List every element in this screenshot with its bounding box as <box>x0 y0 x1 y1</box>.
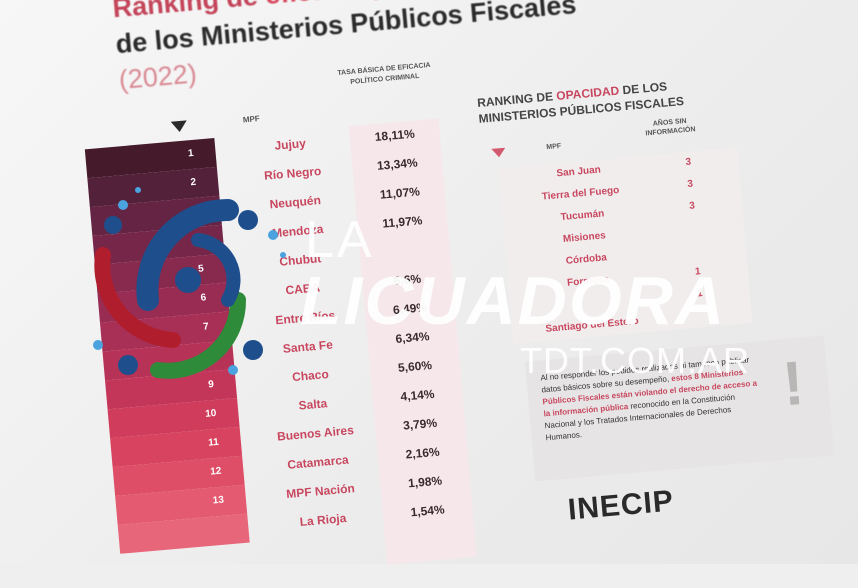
exclamation-icon: ! <box>779 348 807 420</box>
province-name: Jujuy <box>273 136 307 153</box>
province-name: La Rioja <box>299 510 347 530</box>
rank-number: 1 <box>187 147 195 160</box>
efficacy-value: 2,16% <box>405 444 441 462</box>
efficacy-value: 11,07% <box>379 184 421 202</box>
watermark-line1: LA <box>305 211 375 269</box>
photo-background: Ranking de eficacia pol de los Ministeri… <box>0 0 858 565</box>
efficacy-value <box>364 240 444 247</box>
watermark-line2: LICUADORA <box>300 263 726 339</box>
sort-down-arrow-icon <box>170 120 188 133</box>
rank-number: 11 <box>207 436 220 449</box>
province-name: MPF Nación <box>285 481 356 502</box>
years-without-info-value: 3 <box>688 200 696 212</box>
efficacy-value: 13,34% <box>376 155 419 173</box>
opacity-down-arrow-icon <box>491 147 507 158</box>
rank-number: 10 <box>204 407 217 420</box>
efficacy-value: 1,54% <box>410 502 446 520</box>
years-without-info-value <box>674 221 714 224</box>
years-without-info-value <box>676 243 716 246</box>
rank-number: 12 <box>209 465 222 478</box>
efficacy-value: 5,60% <box>397 357 433 375</box>
province-name: Catamarca <box>286 452 350 472</box>
inecip-brand: INECIP <box>566 484 676 527</box>
province-name: Salta <box>298 396 328 413</box>
rank-number: 13 <box>212 494 225 507</box>
efficacy-value: 4,14% <box>399 386 436 404</box>
years-without-info-value: 3 <box>684 156 692 169</box>
efficacy-value: 3,79% <box>402 415 438 433</box>
column-header-mpf: MPF <box>242 114 261 125</box>
opacity-header-anos: AÑOS SIN INFORMACIÓN <box>645 117 696 138</box>
la-licuadora-logo-icon <box>93 187 286 379</box>
watermark-line3: TDT.COM.AR <box>520 340 750 381</box>
opacity-header-mpf: MPF <box>546 142 562 152</box>
years-without-info-value: 3 <box>686 178 694 190</box>
efficacy-value: 18,11% <box>374 126 416 145</box>
province-name: Buenos Aires <box>276 423 355 444</box>
efficacy-value: 1,98% <box>407 473 443 491</box>
